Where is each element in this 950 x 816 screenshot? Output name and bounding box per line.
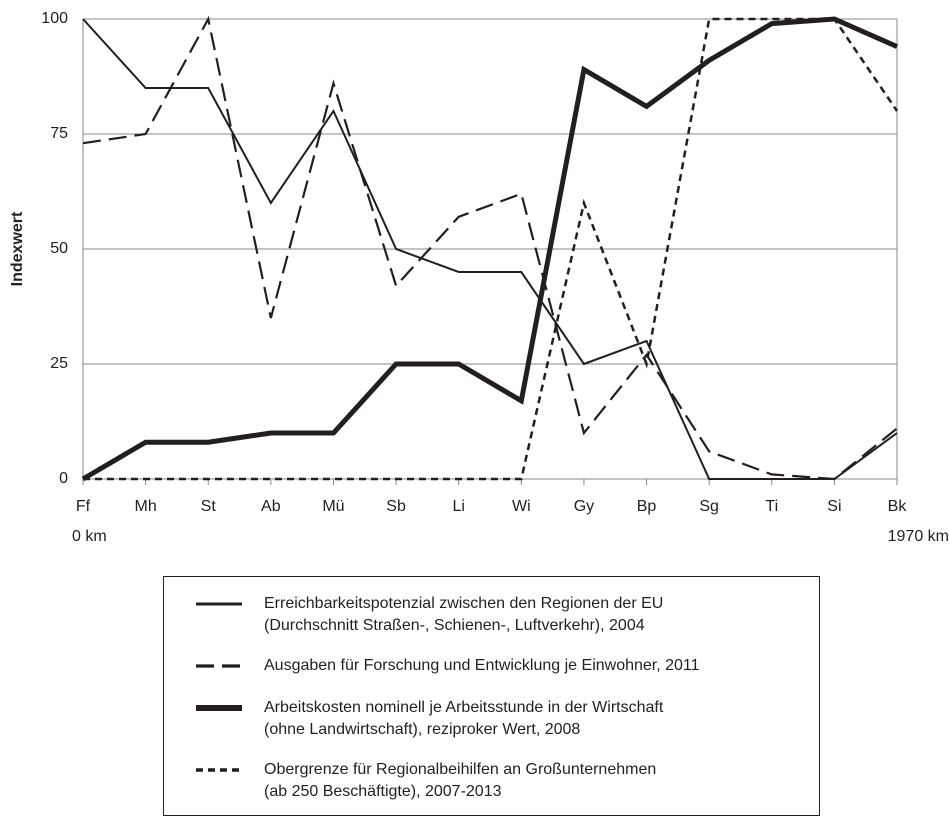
annotation: 1970 km bbox=[888, 528, 949, 545]
x-tick-label: Sg bbox=[699, 498, 719, 515]
series-line bbox=[82, 18, 898, 480]
legend-swatch bbox=[196, 705, 242, 711]
x-tick-label: Mh bbox=[134, 498, 156, 515]
y-axis-label: Indexwert bbox=[9, 211, 26, 286]
legend-swatch bbox=[196, 602, 242, 606]
y-tick-label: 0 bbox=[59, 470, 68, 487]
x-tick-label: Si bbox=[827, 498, 841, 515]
x-tick-label: Li bbox=[452, 498, 464, 515]
series-line bbox=[81, 16, 899, 482]
series-line bbox=[83, 17, 899, 481]
x-tick-label: Bp bbox=[637, 498, 657, 515]
legend-swatch bbox=[196, 768, 242, 772]
x-tick-label: Ti bbox=[765, 498, 778, 515]
legend-label: Erreichbarkeitspotenzial zwischen den Re… bbox=[264, 595, 664, 634]
x-tick-label: Bk bbox=[888, 498, 908, 515]
x-tick-label: Mü bbox=[322, 498, 344, 515]
legend: Erreichbarkeitspotenzial zwischen den Re… bbox=[163, 576, 820, 816]
legend-label: Obergrenze für Regionalbeihilfen an Groß… bbox=[264, 761, 657, 800]
legend-swatch bbox=[196, 664, 242, 668]
annotation: 0 km bbox=[72, 528, 107, 545]
x-tick-label: Sb bbox=[386, 498, 406, 515]
legend-label: Arbeitskosten nominell je Arbeitsstunde … bbox=[264, 699, 664, 738]
x-tick-label: Ab bbox=[261, 498, 281, 515]
y-tick-label: 25 bbox=[50, 355, 68, 372]
x-tick-label: Ff bbox=[76, 498, 91, 515]
y-tick-label: 100 bbox=[41, 10, 68, 27]
x-tick-label: Wi bbox=[512, 498, 531, 515]
x-tick-label: St bbox=[201, 498, 217, 515]
y-tick-label: 75 bbox=[50, 125, 68, 142]
series-line bbox=[82, 15, 898, 481]
x-tick-label: Gy bbox=[574, 498, 594, 515]
legend-label: Ausgaben für Forschung und Entwicklung j… bbox=[264, 657, 700, 674]
y-tick-label: 50 bbox=[50, 240, 68, 257]
